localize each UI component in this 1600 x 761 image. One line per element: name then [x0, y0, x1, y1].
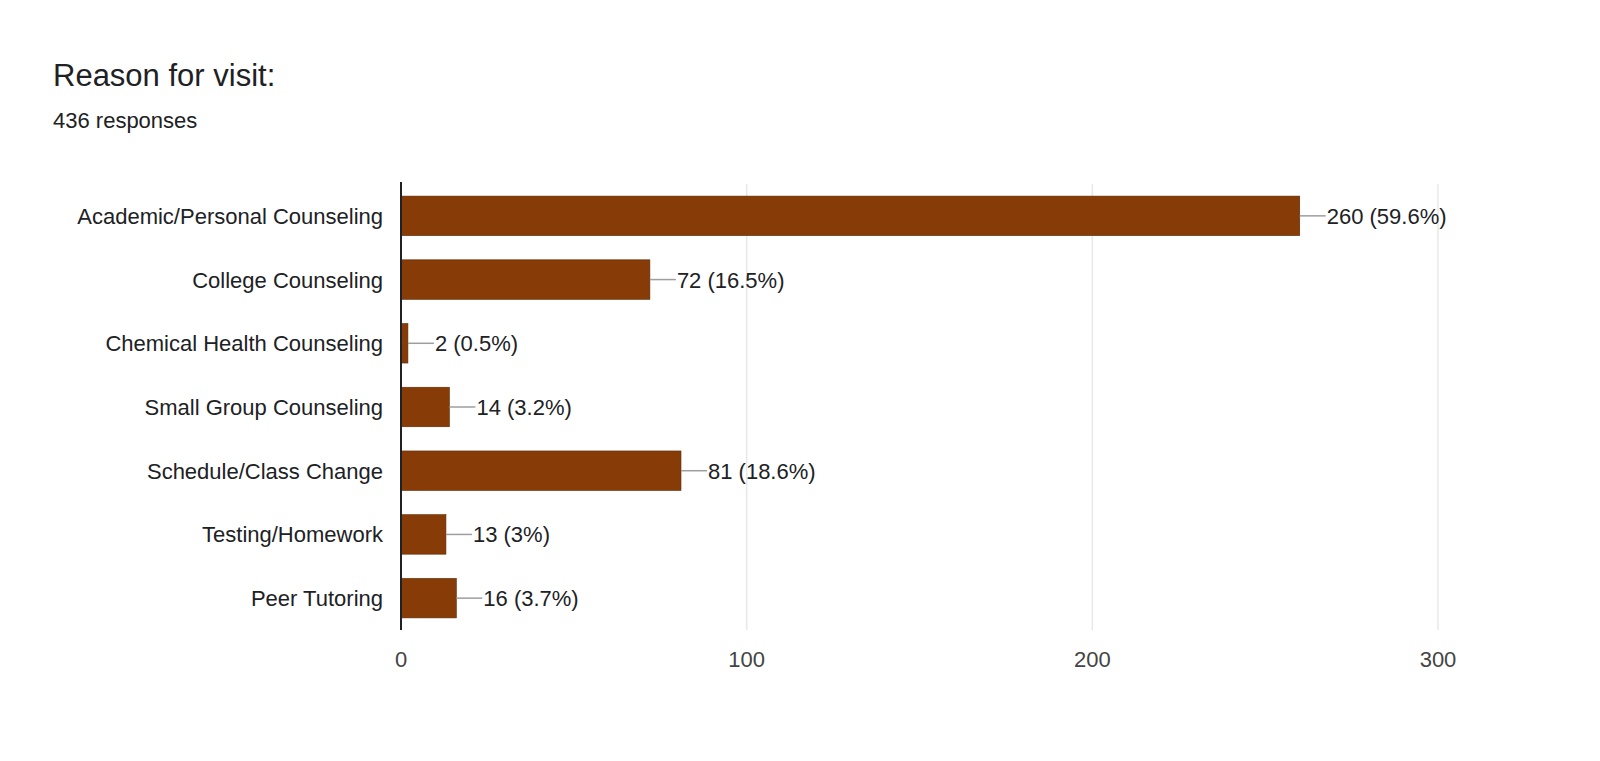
category-label: Peer Tutoring	[251, 586, 383, 611]
bar	[401, 451, 681, 491]
grid-line	[746, 184, 748, 630]
tick-label: 100	[728, 647, 765, 672]
bar	[401, 260, 650, 300]
category-label: Testing/Homework	[202, 522, 384, 547]
labels: Academic/Personal Counseling 260 (59.6%) C…	[77, 204, 1446, 611]
category-label: Chemical Health Counseling	[105, 331, 383, 356]
tick-label: 300	[1420, 647, 1457, 672]
category-label: College Counseling	[192, 268, 383, 293]
label-leader	[408, 343, 434, 345]
label-leader	[446, 534, 472, 536]
category-label: Schedule/Class Change	[147, 459, 383, 484]
chart-container: Reason for visit: 436 responses 0 100 200 300…	[0, 0, 1600, 761]
grid-line	[1092, 184, 1094, 630]
bar	[401, 515, 446, 555]
data-label: 72 (16.5%)	[677, 268, 785, 293]
data-label: 14 (3.2%)	[476, 395, 571, 420]
grid	[401, 184, 1438, 630]
bars	[401, 196, 1300, 618]
label-leader	[449, 406, 475, 408]
data-label: 260 (59.6%)	[1327, 204, 1447, 229]
background	[0, 0, 1600, 761]
category-label: Academic/Personal Counseling	[77, 204, 383, 229]
data-label: 81 (18.6%)	[708, 459, 816, 484]
axis-line	[400, 182, 402, 630]
label-leader	[681, 470, 707, 472]
data-label: 13 (3%)	[473, 522, 550, 547]
data-label: 16 (3.7%)	[483, 586, 578, 611]
bar	[401, 324, 408, 364]
data-label: 2 (0.5%)	[435, 331, 518, 356]
subtitle: 436 responses	[53, 108, 197, 133]
chart-svg: Reason for visit: 436 responses 0 100 200 300…	[0, 0, 1600, 761]
title: Reason for visit:	[53, 58, 275, 93]
bar	[401, 196, 1300, 236]
label-leader	[650, 279, 676, 281]
label-leader	[456, 597, 482, 599]
grid-line	[1437, 184, 1439, 630]
bar	[401, 578, 456, 618]
category-label: Small Group Counseling	[145, 395, 383, 420]
bar	[401, 387, 449, 427]
tick-label: 0	[395, 647, 407, 672]
label-leader	[1300, 215, 1326, 217]
tick-label: 200	[1074, 647, 1111, 672]
